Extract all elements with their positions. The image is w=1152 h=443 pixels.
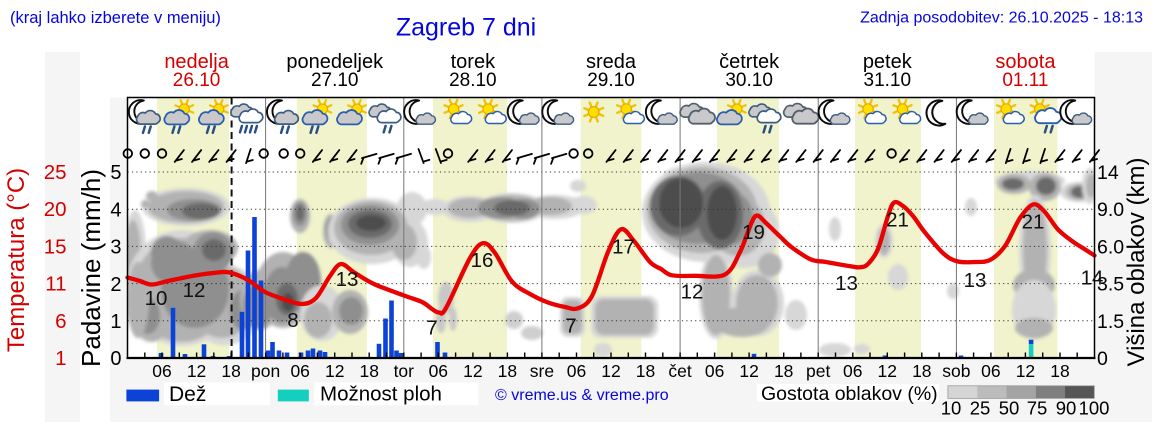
svg-text:Zadnja posodobitev: 26.10.2025: Zadnja posodobitev: 26.10.2025 - 18:13	[860, 10, 1143, 27]
svg-text:nedelja: nedelja	[164, 51, 229, 73]
svg-text:29.10: 29.10	[587, 70, 635, 91]
svg-text:12: 12	[878, 361, 897, 381]
svg-text:1: 1	[110, 311, 121, 333]
svg-text:12: 12	[1016, 361, 1035, 381]
svg-text:5: 5	[110, 162, 121, 184]
svg-text:torek: torek	[451, 51, 496, 73]
svg-text:3.5: 3.5	[1097, 274, 1124, 296]
svg-text:12: 12	[183, 279, 206, 302]
svg-text:15: 15	[44, 235, 67, 258]
svg-text:06: 06	[843, 361, 862, 381]
svg-text:pon: pon	[251, 361, 280, 381]
svg-text:28.10: 28.10	[449, 70, 497, 91]
svg-text:13: 13	[835, 272, 858, 295]
svg-text:14: 14	[1081, 267, 1104, 290]
svg-text:10: 10	[145, 287, 168, 310]
svg-text:90: 90	[1056, 398, 1077, 419]
svg-text:21: 21	[1022, 211, 1045, 234]
svg-text:18: 18	[360, 361, 379, 381]
svg-text:sob: sob	[942, 361, 970, 381]
svg-text:6.0: 6.0	[1097, 236, 1124, 258]
svg-text:sre: sre	[530, 361, 554, 381]
svg-text:18: 18	[221, 361, 240, 381]
svg-text:11: 11	[45, 273, 66, 296]
svg-text:20: 20	[44, 198, 67, 221]
svg-text:18: 18	[636, 361, 655, 381]
svg-text:06: 06	[290, 361, 309, 381]
svg-text:27.10: 27.10	[311, 70, 359, 91]
svg-text:12: 12	[187, 361, 206, 381]
svg-text:1.5: 1.5	[1097, 311, 1124, 333]
svg-text:06: 06	[152, 361, 171, 381]
svg-text:10: 10	[941, 398, 962, 419]
svg-text:18: 18	[1050, 361, 1069, 381]
svg-text:© vreme.us & vreme.pro: © vreme.us & vreme.pro	[495, 387, 669, 404]
svg-text:6: 6	[55, 310, 66, 333]
svg-text:13: 13	[964, 269, 987, 292]
svg-text:Višina oblakov (km): Višina oblakov (km)	[1123, 158, 1150, 367]
svg-text:pet: pet	[806, 361, 830, 381]
svg-text:Padavine (mm/h): Padavine (mm/h)	[76, 169, 106, 367]
svg-text:0: 0	[1097, 348, 1108, 370]
svg-text:26.10: 26.10	[173, 70, 221, 91]
svg-text:tor: tor	[394, 361, 415, 381]
svg-text:petek: petek	[863, 51, 913, 73]
svg-text:12: 12	[601, 361, 620, 381]
svg-text:12: 12	[463, 361, 482, 381]
svg-text:12: 12	[739, 361, 758, 381]
svg-text:75: 75	[1027, 398, 1048, 419]
svg-text:13: 13	[336, 268, 359, 291]
svg-text:17: 17	[612, 236, 635, 259]
svg-text:ponedeljek: ponedeljek	[286, 51, 384, 73]
svg-text:(kraj lahko izberete v meniju): (kraj lahko izberete v meniju)	[10, 9, 221, 27]
svg-text:16: 16	[471, 249, 494, 272]
svg-text:Možnost ploh: Možnost ploh	[320, 383, 442, 406]
svg-text:18: 18	[912, 361, 931, 381]
svg-text:12: 12	[681, 281, 704, 304]
svg-text:06: 06	[429, 361, 448, 381]
svg-text:Dež: Dež	[169, 383, 206, 406]
svg-text:1: 1	[55, 347, 66, 370]
svg-text:Zagreb 7 dni: Zagreb 7 dni	[396, 14, 536, 42]
svg-text:18: 18	[498, 361, 517, 381]
svg-text:30.10: 30.10	[725, 70, 773, 91]
svg-text:25: 25	[44, 161, 67, 184]
svg-text:sobota: sobota	[995, 51, 1056, 73]
svg-text:12: 12	[325, 361, 344, 381]
svg-text:Temperatura (°C): Temperatura (°C)	[3, 168, 30, 352]
svg-text:4: 4	[110, 199, 121, 221]
svg-text:2: 2	[110, 274, 121, 296]
svg-text:18: 18	[774, 361, 793, 381]
svg-text:čet: čet	[668, 361, 691, 381]
svg-text:06: 06	[567, 361, 586, 381]
svg-text:01.11: 01.11	[1002, 70, 1048, 91]
svg-text:31.10: 31.10	[864, 70, 912, 91]
svg-text:Gostota oblakov (%): Gostota oblakov (%)	[761, 383, 938, 405]
svg-text:06: 06	[981, 361, 1000, 381]
svg-text:7: 7	[565, 315, 576, 338]
svg-text:3: 3	[110, 237, 121, 259]
svg-text:25: 25	[970, 398, 991, 419]
svg-text:06: 06	[705, 361, 724, 381]
svg-text:14: 14	[1097, 162, 1119, 184]
svg-text:21: 21	[886, 209, 909, 232]
svg-text:0: 0	[110, 348, 121, 370]
svg-text:100: 100	[1079, 398, 1110, 419]
svg-text:7: 7	[426, 317, 437, 340]
svg-text:sreda: sreda	[586, 51, 637, 73]
svg-text:8: 8	[287, 309, 298, 332]
svg-text:19: 19	[742, 221, 765, 244]
svg-text:50: 50	[999, 398, 1020, 419]
svg-text:9.0: 9.0	[1097, 199, 1124, 221]
svg-text:četrtek: četrtek	[719, 51, 780, 73]
